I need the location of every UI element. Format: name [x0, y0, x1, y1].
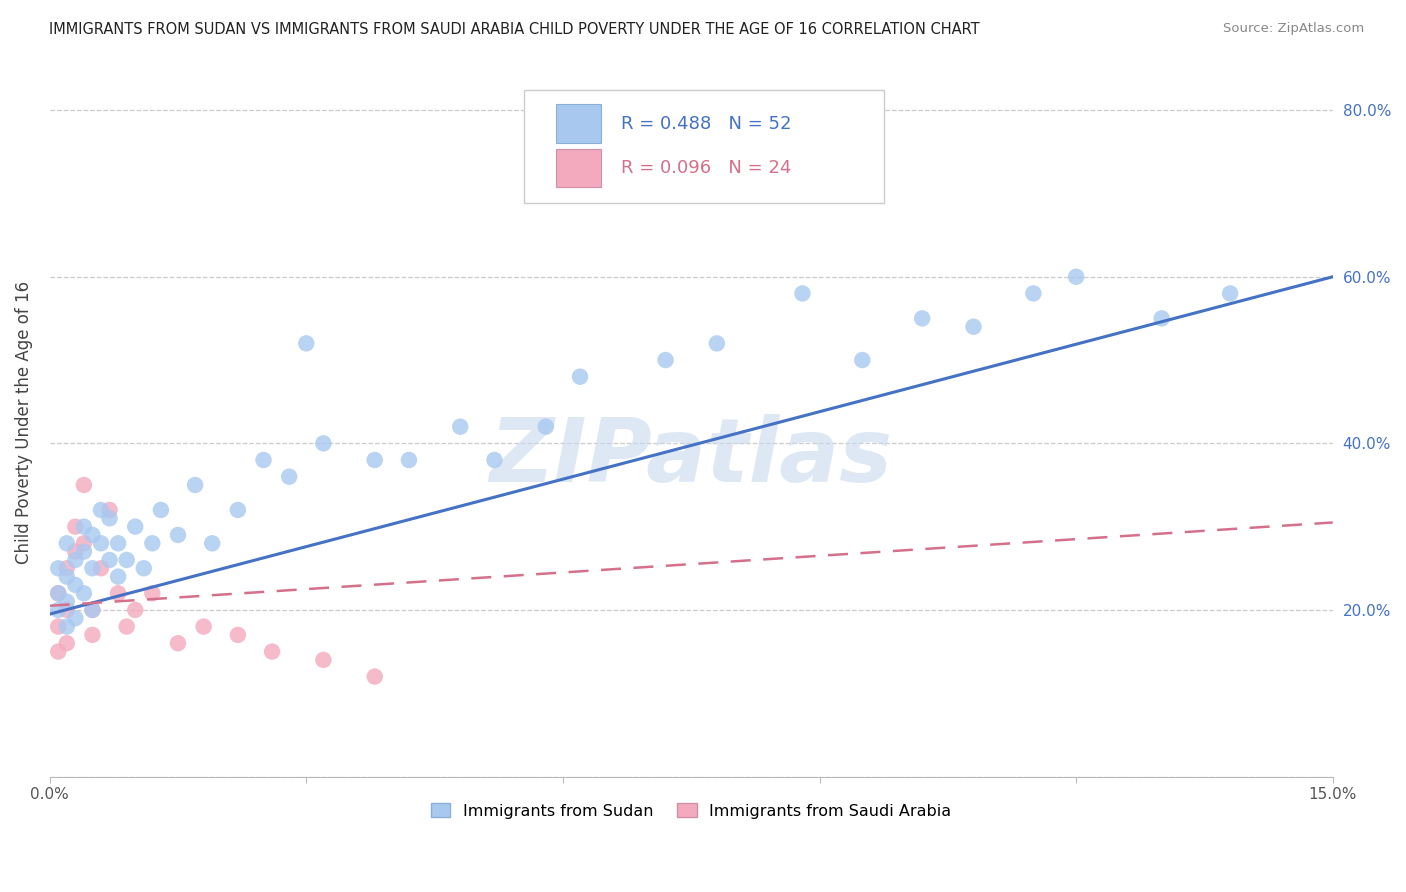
Legend: Immigrants from Sudan, Immigrants from Saudi Arabia: Immigrants from Sudan, Immigrants from S…	[425, 797, 957, 825]
Point	[55, 561, 77, 575]
Text: IMMIGRANTS FROM SUDAN VS IMMIGRANTS FROM SAUDI ARABIA CHILD POVERTY UNDER THE AG: IMMIGRANTS FROM SUDAN VS IMMIGRANTS FROM…	[49, 22, 980, 37]
Point	[46, 586, 69, 600]
Point	[115, 553, 138, 567]
Point	[55, 536, 77, 550]
Point	[90, 536, 112, 550]
Point	[73, 519, 96, 533]
Point	[252, 453, 274, 467]
Point	[193, 619, 215, 633]
Bar	[557, 149, 602, 187]
Point	[98, 503, 121, 517]
Point	[82, 628, 104, 642]
Point	[65, 553, 87, 567]
Point	[98, 553, 121, 567]
Point	[201, 536, 224, 550]
Point	[792, 286, 814, 301]
Point	[55, 636, 77, 650]
Text: Source: ZipAtlas.com: Source: ZipAtlas.com	[1223, 22, 1364, 36]
Point	[654, 353, 676, 368]
Point	[124, 603, 146, 617]
Point	[962, 319, 984, 334]
Point	[46, 561, 69, 575]
Point	[262, 644, 284, 658]
Point	[90, 561, 112, 575]
Point	[115, 619, 138, 633]
Point	[141, 586, 163, 600]
Point	[46, 603, 69, 617]
Text: R = 0.488   N = 52: R = 0.488 N = 52	[620, 114, 792, 133]
Point	[295, 336, 318, 351]
Point	[107, 569, 129, 583]
Point	[1064, 269, 1087, 284]
Y-axis label: Child Poverty Under the Age of 16: Child Poverty Under the Age of 16	[15, 281, 32, 564]
Point	[765, 169, 787, 184]
Point	[569, 369, 592, 384]
Point	[73, 544, 96, 558]
Point	[534, 419, 557, 434]
Point	[65, 519, 87, 533]
Point	[90, 503, 112, 517]
Point	[73, 478, 96, 492]
Point	[73, 536, 96, 550]
Point	[82, 603, 104, 617]
Point	[167, 528, 190, 542]
Point	[149, 503, 172, 517]
Point	[1219, 286, 1241, 301]
Point	[46, 644, 69, 658]
Point	[46, 619, 69, 633]
Point	[398, 453, 420, 467]
Point	[851, 353, 873, 368]
Point	[706, 336, 728, 351]
Bar	[557, 104, 602, 143]
Point	[226, 628, 249, 642]
Point	[55, 594, 77, 608]
Point	[65, 544, 87, 558]
Point	[911, 311, 934, 326]
Point	[312, 436, 335, 450]
Text: ZIPatlas: ZIPatlas	[489, 415, 893, 501]
Point	[73, 586, 96, 600]
Point	[65, 611, 87, 625]
Point	[1022, 286, 1045, 301]
Point	[98, 511, 121, 525]
Text: R = 0.096   N = 24: R = 0.096 N = 24	[620, 159, 792, 178]
Point	[82, 603, 104, 617]
Point	[107, 536, 129, 550]
Point	[55, 619, 77, 633]
Point	[124, 519, 146, 533]
Point	[82, 528, 104, 542]
Point	[55, 569, 77, 583]
Point	[132, 561, 155, 575]
Point	[278, 469, 301, 483]
Point	[55, 603, 77, 617]
Point	[82, 561, 104, 575]
Point	[226, 503, 249, 517]
Point	[484, 453, 506, 467]
Point	[312, 653, 335, 667]
Point	[141, 536, 163, 550]
Point	[65, 578, 87, 592]
Point	[364, 453, 387, 467]
Point	[1150, 311, 1173, 326]
Point	[184, 478, 207, 492]
Point	[364, 669, 387, 683]
Point	[167, 636, 190, 650]
Point	[46, 586, 69, 600]
Point	[107, 586, 129, 600]
FancyBboxPatch shape	[524, 90, 884, 203]
Point	[449, 419, 471, 434]
